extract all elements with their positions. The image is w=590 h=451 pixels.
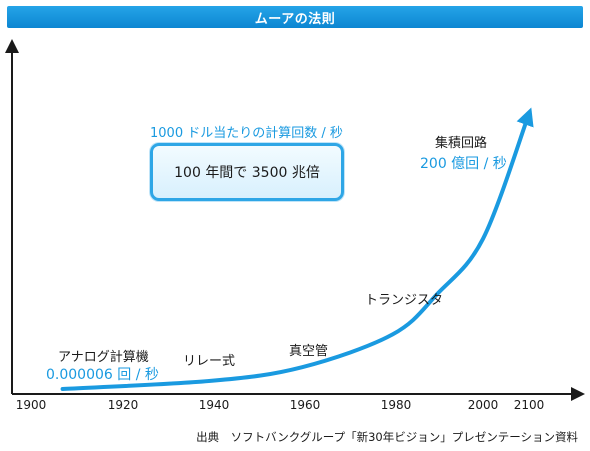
x-tick-2000: 2000 <box>467 398 499 412</box>
source-note: 出典 ソフトバンクグループ「新30年ビジョン」プレゼンテーション資料 <box>196 430 578 444</box>
annotation-relay: リレー式 <box>183 354 236 369</box>
x-tick-1980: 1980 <box>380 398 412 412</box>
annotation-analog-name: アナログ計算機 <box>58 350 149 365</box>
annotation-ic-rate: 200 億回 / 秒 <box>420 156 507 172</box>
y-caption: 1000 ドル当たりの計算回数 / 秒 <box>150 126 343 141</box>
x-tick-1960: 1960 <box>289 398 321 412</box>
highlight-text: 100 年間で 3500 兆倍 <box>174 165 320 181</box>
x-tick-1940: 1940 <box>198 398 230 412</box>
annotation-vacuum: 真空管 <box>289 344 329 359</box>
x-tick-1900: 1900 <box>15 398 47 412</box>
x-tick-2100: 2100 <box>513 398 545 412</box>
annotation-transistor: トランジスタ <box>365 293 444 308</box>
annotation-ic-name: 集積回路 <box>435 136 488 151</box>
highlight-box: 100 年間で 3500 兆倍 <box>150 143 344 201</box>
title-banner: ムーアの法則 <box>7 6 583 28</box>
chart-title: ムーアの法則 <box>254 11 336 27</box>
x-tick-1920: 1920 <box>107 398 139 412</box>
growth-curve <box>60 107 534 391</box>
annotation-analog-rate: 0.000006 回 / 秒 <box>46 367 159 383</box>
